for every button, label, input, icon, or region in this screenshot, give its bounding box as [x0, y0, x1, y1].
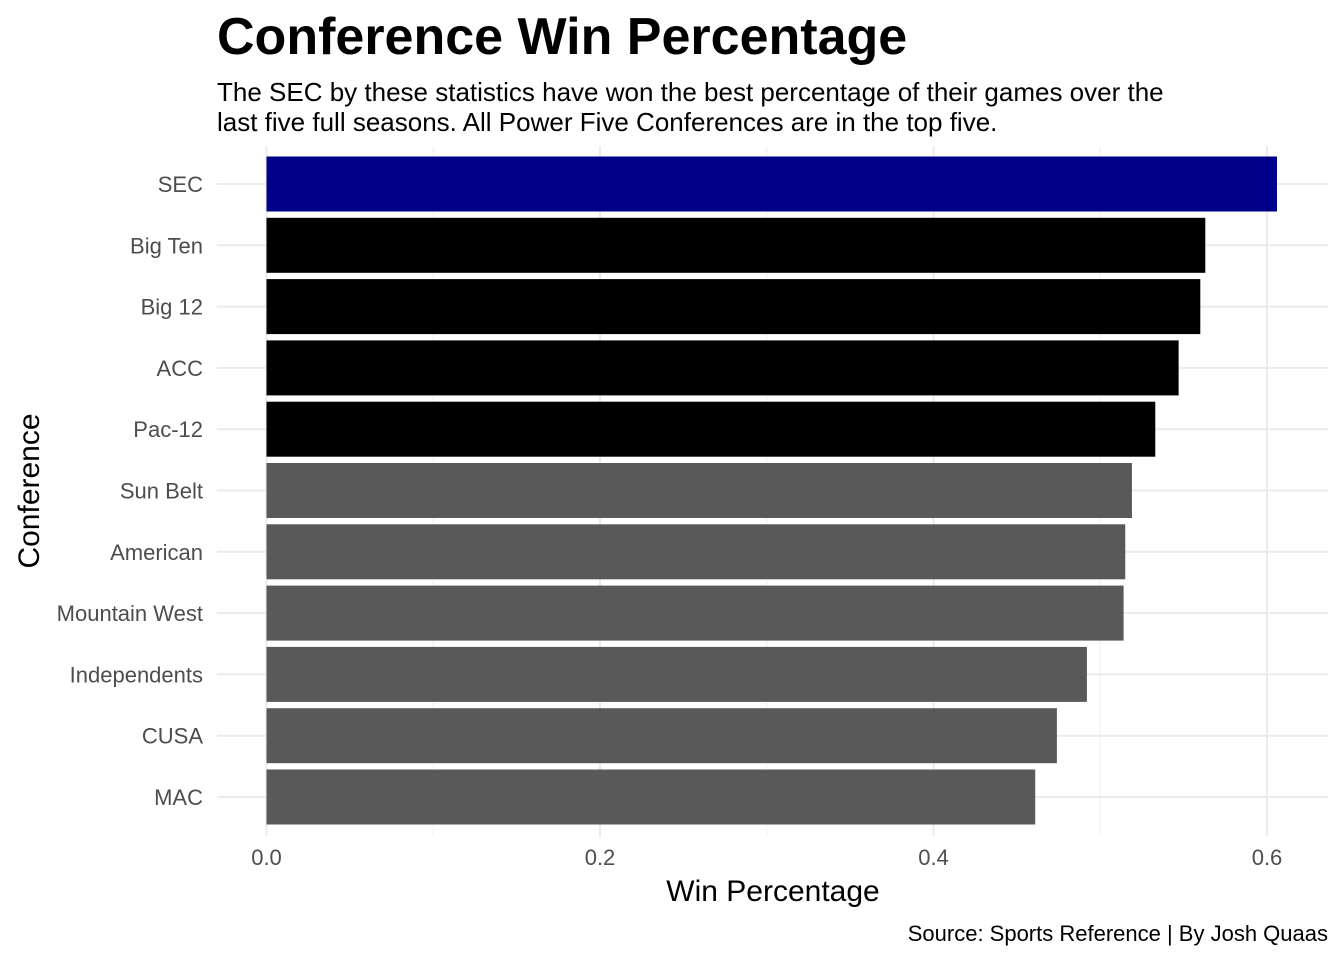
bar-pac-12 [266, 401, 1156, 457]
y-tick-label: Mountain West [57, 601, 203, 626]
x-tick-label: 0.6 [1252, 845, 1283, 870]
bar-mountain-west [266, 585, 1124, 641]
x-axis-tick-labels: 0.0 0.2 0.4 0.6 [251, 845, 1282, 870]
y-tick-label: CUSA [142, 724, 203, 749]
y-tick-label: Independents [70, 662, 203, 687]
x-tick-label: 0.2 [585, 845, 616, 870]
y-tick-label: ACC [157, 356, 204, 381]
chart-subtitle-line-1: The SEC by these statistics have won the… [217, 77, 1164, 107]
bar-sec [266, 156, 1278, 212]
chart-title: Conference Win Percentage [217, 8, 907, 66]
bar-sun-belt [266, 463, 1132, 518]
y-tick-label: SEC [158, 172, 203, 197]
y-tick-label: Pac-12 [133, 417, 203, 442]
bar-acc [266, 340, 1179, 396]
bar-big-12 [266, 279, 1201, 335]
y-tick-label: Big Ten [130, 233, 203, 258]
bar-big-ten [266, 217, 1206, 273]
x-tick-label: 0.4 [918, 845, 949, 870]
y-tick-label: MAC [154, 785, 203, 810]
bar-mac [266, 769, 1036, 825]
x-tick-label: 0.0 [251, 845, 282, 870]
y-axis-tick-labels: SEC Big Ten Big 12 ACC Pac-12 Sun Belt America… [57, 172, 204, 810]
chart-subtitle-line-2: last five full seasons. All Power Five C… [217, 107, 997, 137]
bar-american [266, 524, 1126, 580]
bar-cusa [266, 708, 1057, 764]
bars [266, 156, 1278, 825]
bar-independents [266, 646, 1087, 702]
x-axis-title: Win Percentage [666, 875, 879, 908]
y-tick-label: American [110, 540, 203, 565]
y-axis-title: Conference [13, 413, 46, 568]
y-tick-label: Big 12 [141, 295, 203, 320]
chart-caption: Source: Sports Reference | By Josh Quaas [908, 921, 1328, 946]
y-tick-label: Sun Belt [120, 479, 203, 504]
